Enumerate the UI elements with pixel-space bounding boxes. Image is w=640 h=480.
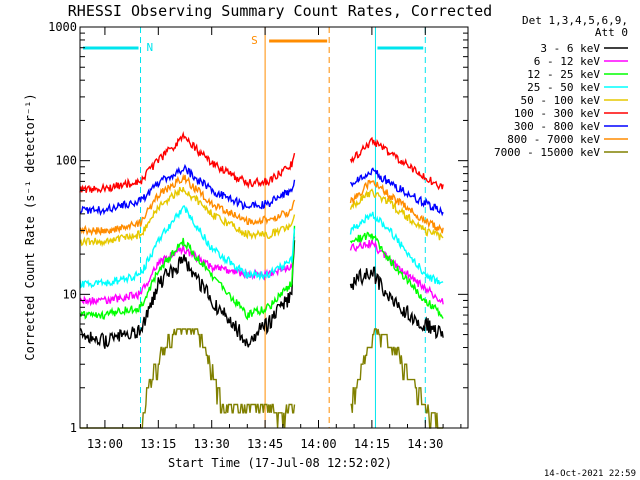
timestamp: 14-Oct-2021 22:59: [544, 469, 636, 479]
night-label: N: [147, 41, 154, 54]
y-axis-label: Corrected Count Rate (s⁻¹ detector⁻¹): [23, 93, 37, 360]
y-axis: 1 10 100 1000: [48, 20, 468, 435]
y-tick-label: 10: [63, 287, 77, 301]
series-line-2-post-gap: [349, 231, 444, 319]
series-layer: [79, 130, 444, 429]
chart-title: RHESSI Observing Summary Count Rates, Co…: [68, 2, 492, 20]
legend-label: 6 - 12 keV: [534, 55, 601, 68]
legend-label: 800 - 7000 keV: [507, 133, 600, 146]
x-tick-label: 13:45: [247, 437, 283, 451]
series-line-8-post-gap: [350, 328, 444, 429]
x-tick-label: 13:15: [140, 437, 176, 451]
legend-header-line-1: Det 1,3,4,5,6,9,: [522, 14, 628, 27]
series-line-3-post-gap: [349, 211, 444, 286]
saa-label: S: [251, 34, 258, 47]
series-line-4-pre-gap: [79, 186, 296, 248]
series-line-1-post-gap: [349, 239, 444, 305]
series-line-7-pre-gap: [79, 173, 296, 237]
x-axis-label: Start Time (17-Jul-08 12:52:02): [168, 456, 392, 470]
legend-label: 7000 - 15000 keV: [494, 146, 600, 159]
legend-label: 50 - 100 keV: [521, 94, 601, 107]
x-tick-label: 14:15: [354, 437, 390, 451]
x-tick-label: 14:00: [300, 437, 336, 451]
series-line-2-pre-gap: [79, 225, 296, 321]
series-line-3-pre-gap: [79, 204, 296, 289]
x-axis: 13:00 13:15 13:30 13:45 14:00 14:15 14:30: [86, 27, 462, 451]
legend-label: 12 - 25 keV: [527, 68, 600, 81]
x-tick-label: 13:00: [87, 437, 123, 451]
series-line-0-pre-gap: [79, 240, 296, 349]
legend-label: 300 - 800 keV: [514, 120, 600, 133]
y-tick-label: 100: [55, 154, 77, 168]
legend-header-line-2: Att 0: [595, 26, 628, 39]
series-line-0-post-gap: [349, 266, 444, 340]
series-line-7-post-gap: [349, 179, 444, 234]
legend-label: 3 - 6 keV: [540, 42, 600, 55]
x-tick-label: 13:30: [194, 437, 230, 451]
x-tick-label: 14:30: [407, 437, 443, 451]
series-line-4-post-gap: [349, 188, 444, 241]
legend-label: 25 - 50 keV: [527, 81, 600, 94]
series-line-6-pre-gap: [79, 163, 296, 217]
y-tick-label: 1000: [48, 20, 77, 34]
plot-frame: [79, 26, 469, 429]
legend-label: 100 - 300 keV: [514, 107, 600, 120]
series-line-5-pre-gap: [79, 130, 296, 194]
observing-annotations: NS: [83, 27, 426, 428]
y-tick-label: 1: [70, 421, 77, 435]
series-line-6-post-gap: [349, 167, 444, 217]
series-line-5-post-gap: [349, 136, 444, 191]
